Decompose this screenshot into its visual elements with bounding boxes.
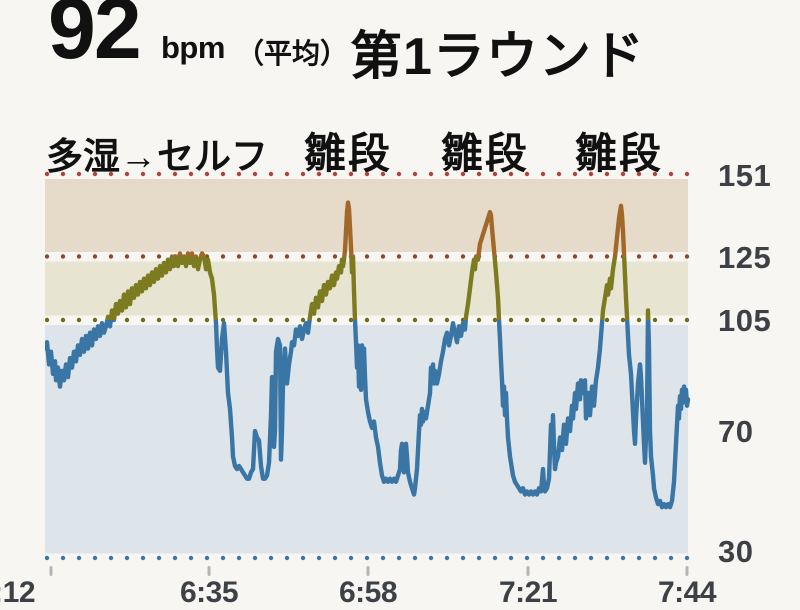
heart-rate-chart xyxy=(45,170,695,582)
zone-transition-label: 多湿→セルフ xyxy=(46,136,268,177)
average-note-label: （平均） xyxy=(236,38,349,69)
event-label-3: 雛段 xyxy=(575,130,664,177)
x-axis-label-4: 7:21 xyxy=(498,576,558,609)
x-tick-mark xyxy=(366,566,370,576)
y-axis-label-70: 70 xyxy=(718,414,754,449)
y-axis-label-125: 125 xyxy=(718,240,772,275)
x-tick-mark xyxy=(207,566,211,576)
x-tick-mark xyxy=(49,566,53,576)
x-tick-mark xyxy=(685,566,689,576)
x-axis-label-2: 6:35 xyxy=(179,576,239,609)
x-axis-label-1: 6:12 xyxy=(0,576,36,609)
event-label-1: 雛段 xyxy=(304,130,393,177)
avg-bpm-value: 92 xyxy=(48,0,142,77)
heart-rate-plot xyxy=(45,171,695,576)
round-title: 第1ラウンド xyxy=(350,28,645,86)
zone-band xyxy=(45,179,688,252)
x-tick-mark xyxy=(526,566,530,576)
heart-rate-trace xyxy=(45,320,691,510)
event-label-2: 雛段 xyxy=(441,130,530,177)
bpm-unit-label: bpm xyxy=(161,30,225,65)
y-axis-label-105: 105 xyxy=(718,303,772,338)
y-axis-label-30: 30 xyxy=(718,534,754,569)
x-axis-label-3: 6:58 xyxy=(338,576,398,609)
y-axis-label-151: 151 xyxy=(718,158,772,193)
x-axis-label-5: 7:44 xyxy=(657,576,717,609)
heart-rate-trace xyxy=(105,256,651,320)
